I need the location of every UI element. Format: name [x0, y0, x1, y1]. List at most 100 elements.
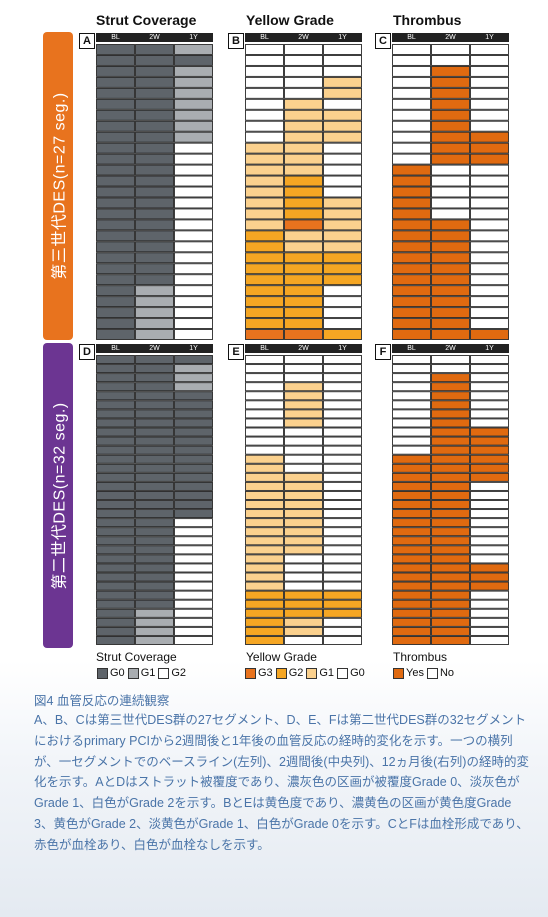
heatmap-cell [135, 241, 174, 253]
heatmap-cell [284, 509, 323, 519]
heatmap-cell [323, 175, 362, 187]
heatmap-cell [431, 635, 470, 645]
heatmap-cell [431, 296, 470, 308]
panel-letter-c: C [375, 33, 391, 49]
heatmap-cell [135, 55, 174, 66]
heatmap-cell [96, 230, 135, 242]
heatmap-cell [392, 527, 431, 537]
panel-letter-f: F [375, 344, 391, 360]
heatmap-cell [392, 391, 431, 401]
heatmap-cell [174, 626, 213, 636]
heatmap-cell [323, 241, 362, 253]
heatmap-cell [323, 509, 362, 519]
heatmap-cell [431, 373, 470, 383]
heatmap-cell [174, 164, 213, 176]
time-label: 2W [149, 34, 160, 41]
heatmap-cell [284, 87, 323, 99]
heatmap-cell [392, 219, 431, 231]
heatmap-cell [135, 490, 174, 500]
heatmap-cell [174, 263, 213, 275]
heatmap-cell [431, 208, 470, 220]
heatmap-cell [135, 382, 174, 392]
heatmap-cell [174, 307, 213, 319]
heatmap-cell [470, 509, 509, 519]
title-strut-coverage: Strut Coverage [96, 12, 197, 28]
heatmap-cell [470, 481, 509, 491]
heatmap-cell [174, 400, 213, 410]
heatmap-cell [323, 164, 362, 176]
legend-label: Yes [406, 667, 424, 679]
heatmap-cell [245, 153, 284, 165]
heatmap-cell [323, 572, 362, 582]
heatmap-cell [323, 536, 362, 546]
heatmap-cell [392, 131, 431, 143]
heatmap-cell [392, 98, 431, 110]
heatmap-cell [392, 318, 431, 329]
heatmap-cell [174, 572, 213, 582]
heatmap-cell [470, 635, 509, 645]
heatmap-cell [135, 175, 174, 187]
heatmap-cell [135, 318, 174, 329]
heatmap-cell [245, 98, 284, 110]
heatmap-cell [470, 44, 509, 55]
heatmap-cell [245, 445, 284, 455]
heatmap-cell [323, 109, 362, 121]
heatmap-cell [392, 518, 431, 528]
heatmap-cell [135, 436, 174, 446]
time-label: 1Y [338, 34, 347, 41]
heatmap-cell [284, 454, 323, 464]
heatmap-cell [470, 87, 509, 99]
heatmap-cell [323, 98, 362, 110]
panel-header-c: BL 2W 1Y [392, 33, 509, 42]
heatmap-cell [470, 98, 509, 110]
heatmap-cell [392, 445, 431, 455]
heatmap-cell [135, 131, 174, 143]
heatmap-cell [284, 263, 323, 275]
legend-label: G1 [319, 667, 335, 679]
heatmap-cell [431, 219, 470, 231]
heatmap-cell [245, 296, 284, 308]
heatmap-cell [284, 463, 323, 473]
heatmap-cell [135, 463, 174, 473]
legend-thrombus: Yes No [390, 667, 454, 679]
heatmap-cell [245, 131, 284, 143]
heatmap-cell [96, 445, 135, 455]
heatmap-cell [470, 142, 509, 154]
heatmap-cell [96, 131, 135, 143]
heatmap-cell [284, 563, 323, 573]
heatmap-cell [245, 186, 284, 198]
heatmap-cell [470, 274, 509, 286]
legend-swatch-g1 [127, 667, 139, 679]
heatmap-cell [135, 230, 174, 242]
legend-swatch-g2 [158, 667, 170, 679]
heatmap-cell [96, 355, 135, 365]
heatmap-cell [96, 527, 135, 537]
heatmap-cell [174, 427, 213, 437]
heatmap-cell [245, 142, 284, 154]
heatmap-cell [245, 65, 284, 77]
heatmap-cell [245, 626, 284, 636]
heatmap-cell [431, 364, 470, 374]
heatmap-cell [96, 400, 135, 410]
heatmap-cell [96, 635, 135, 645]
heatmap-cell [135, 527, 174, 537]
heatmap-cell [174, 318, 213, 329]
heatmap-cell [245, 87, 284, 99]
heatmap-cell [323, 518, 362, 528]
heatmap-cell [470, 400, 509, 410]
heatmap-cell [431, 527, 470, 537]
time-label: 1Y [338, 345, 347, 352]
heatmap-cell [431, 545, 470, 555]
heatmap-cell [284, 527, 323, 537]
heatmap-cell [470, 536, 509, 546]
heatmap-cell [96, 164, 135, 176]
heatmap-cell [135, 454, 174, 464]
heatmap-cell [245, 490, 284, 500]
legend-label: G3 [258, 667, 273, 679]
heatmap-cell [431, 153, 470, 165]
heatmap-cell [135, 65, 174, 77]
legend-thrombus-title: Thrombus [393, 650, 448, 664]
heatmap-cell [245, 427, 284, 437]
heatmap-cell [431, 76, 470, 88]
heatmap-cell [284, 131, 323, 143]
